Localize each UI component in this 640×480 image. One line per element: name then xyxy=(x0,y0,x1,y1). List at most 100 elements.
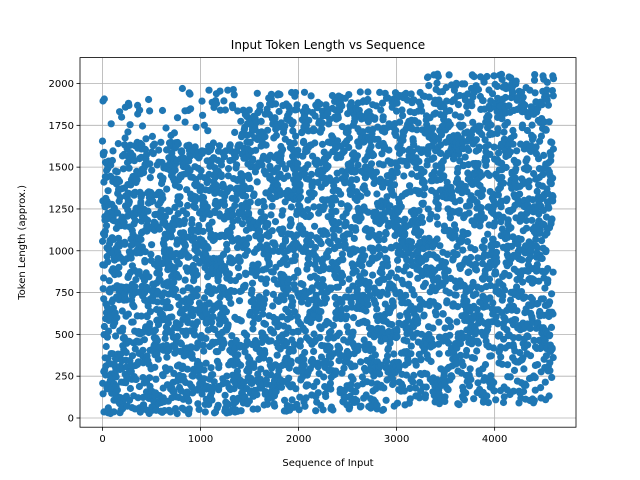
scatter-point xyxy=(343,312,351,320)
scatter-point xyxy=(525,164,533,172)
scatter-point xyxy=(138,122,147,130)
scatter-point xyxy=(145,374,154,382)
scatter-point xyxy=(493,240,501,249)
scatter-point xyxy=(470,354,478,362)
scatter-point xyxy=(163,185,171,193)
scatter-point xyxy=(245,397,253,405)
scatter-point xyxy=(280,296,288,304)
scatter-point xyxy=(472,290,480,298)
scatter-point xyxy=(468,102,476,110)
scatter-point xyxy=(466,365,474,373)
scatter-point xyxy=(233,161,241,169)
scatter-point xyxy=(512,77,520,85)
scatter-point xyxy=(201,408,209,416)
scatter-point xyxy=(406,182,414,190)
scatter-point xyxy=(443,250,452,258)
scatter-point xyxy=(516,190,524,198)
y-tick-label: 1000 xyxy=(49,246,74,257)
scatter-point xyxy=(229,211,237,219)
scatter-point xyxy=(549,310,557,318)
x-axis-label: Sequence of Input xyxy=(282,458,373,469)
scatter-point xyxy=(492,270,500,278)
scatter-point xyxy=(176,193,184,201)
scatter-point xyxy=(334,114,342,122)
scatter-point xyxy=(253,391,261,399)
scatter-point xyxy=(212,99,221,108)
scatter-point xyxy=(414,119,422,127)
scatter-point xyxy=(105,327,113,335)
scatter-point xyxy=(524,341,532,349)
scatter-point xyxy=(140,336,148,344)
scatter-point xyxy=(215,142,224,150)
scatter-point xyxy=(549,92,557,100)
scatter-point xyxy=(203,203,211,211)
scatter-point xyxy=(294,268,302,277)
scatter-point xyxy=(503,195,511,203)
scatter-point xyxy=(232,196,240,204)
scatter-point xyxy=(200,121,208,129)
scatter-point xyxy=(132,375,140,384)
scatter-point xyxy=(345,275,353,283)
scatter-point xyxy=(200,347,208,355)
scatter-point xyxy=(188,383,196,391)
scatter-point xyxy=(338,102,346,110)
scatter-point xyxy=(250,190,258,198)
scatter-point xyxy=(329,406,337,414)
x-tick-label: 4000 xyxy=(482,434,507,445)
scatter-point xyxy=(542,126,550,134)
scatter-point xyxy=(282,165,290,173)
scatter-point xyxy=(414,316,422,324)
scatter-point xyxy=(267,337,275,345)
scatter-point xyxy=(176,200,184,208)
scatter-point xyxy=(193,271,201,279)
scatter-point xyxy=(287,313,295,321)
scatter-point xyxy=(327,385,335,393)
scatter-point xyxy=(544,101,553,109)
scatter-point xyxy=(528,121,536,129)
scatter-point xyxy=(363,189,371,197)
scatter-point xyxy=(531,71,539,79)
scatter-point xyxy=(153,298,162,306)
scatter-point xyxy=(151,326,159,334)
scatter-point xyxy=(269,247,277,255)
scatter-point xyxy=(410,291,418,299)
scatter-point xyxy=(481,361,490,369)
scatter-point xyxy=(171,166,179,174)
scatter-point xyxy=(224,172,232,180)
scatter-point xyxy=(345,143,353,151)
scatter-point xyxy=(345,134,353,142)
scatter-point xyxy=(443,297,451,305)
scatter-point xyxy=(153,336,161,344)
scatter-point xyxy=(271,114,279,123)
scatter-point xyxy=(209,139,217,147)
scatter-point xyxy=(461,153,469,161)
scatter-point xyxy=(155,225,164,233)
scatter-point xyxy=(245,368,253,376)
scatter-point xyxy=(418,218,427,226)
scatter-point xyxy=(126,384,134,393)
scatter-point xyxy=(400,172,408,180)
scatter-point xyxy=(158,106,167,115)
scatter-point xyxy=(181,276,189,284)
scatter-point xyxy=(264,220,272,228)
scatter-point xyxy=(367,160,376,168)
scatter-point xyxy=(441,393,449,401)
scatter-point xyxy=(183,388,191,396)
scatter-point xyxy=(464,109,472,117)
scatter-point xyxy=(260,202,268,211)
scatter-point xyxy=(489,299,497,307)
scatter-point xyxy=(170,129,178,137)
scatter-point xyxy=(203,310,211,318)
scatter-point xyxy=(164,319,172,327)
scatter-point xyxy=(513,147,521,155)
scatter-point xyxy=(349,314,358,322)
scatter-point xyxy=(401,215,409,223)
scatter-point xyxy=(312,407,320,415)
scatter-point xyxy=(272,100,280,108)
scatter-point xyxy=(365,278,373,287)
scatter-point xyxy=(188,216,196,224)
scatter-point xyxy=(294,160,302,168)
scatter-point xyxy=(546,331,554,339)
scatter-point xyxy=(326,343,334,351)
scatter-point xyxy=(119,165,128,173)
